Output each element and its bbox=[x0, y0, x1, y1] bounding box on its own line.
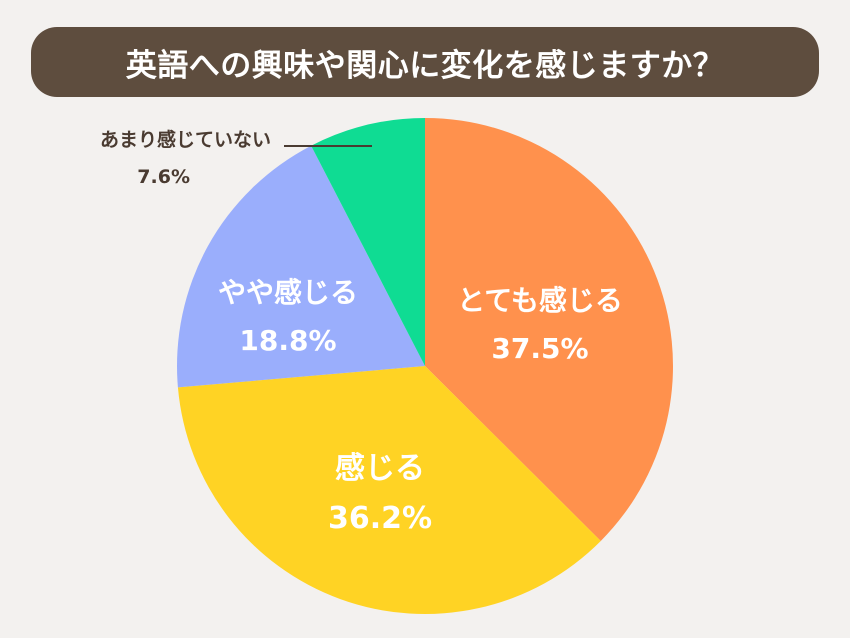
slice-value-label: 36.2% bbox=[328, 501, 432, 536]
pie-slices bbox=[176, 118, 673, 614]
chart-title-bar: 英語への興味や関心に変化を感じますか？ bbox=[31, 27, 819, 97]
slice-value-label: 37.5% bbox=[491, 332, 588, 365]
slice-value-label: 7.6% bbox=[137, 166, 190, 188]
slice-label: とても感じる bbox=[457, 284, 623, 317]
slice-amari-kanjiteinai bbox=[311, 118, 425, 366]
slice-label: やや感じる bbox=[218, 276, 358, 309]
slice-value-label: 18.8% bbox=[239, 324, 336, 357]
slice-kanjiru bbox=[177, 366, 601, 614]
slice-label: 感じる bbox=[335, 451, 425, 486]
slice-totemo-kanjiru bbox=[425, 118, 673, 541]
pie-labels: とても感じる 37.5% 感じる 36.2% やや感じる 18.8% あまり感じていない 7.… bbox=[100, 128, 623, 536]
slice-label: あまり感じていない bbox=[100, 128, 271, 151]
chart-title: 英語への興味や関心に変化を感じますか？ bbox=[125, 47, 725, 84]
slice-yaya-kanjiru bbox=[176, 145, 425, 388]
